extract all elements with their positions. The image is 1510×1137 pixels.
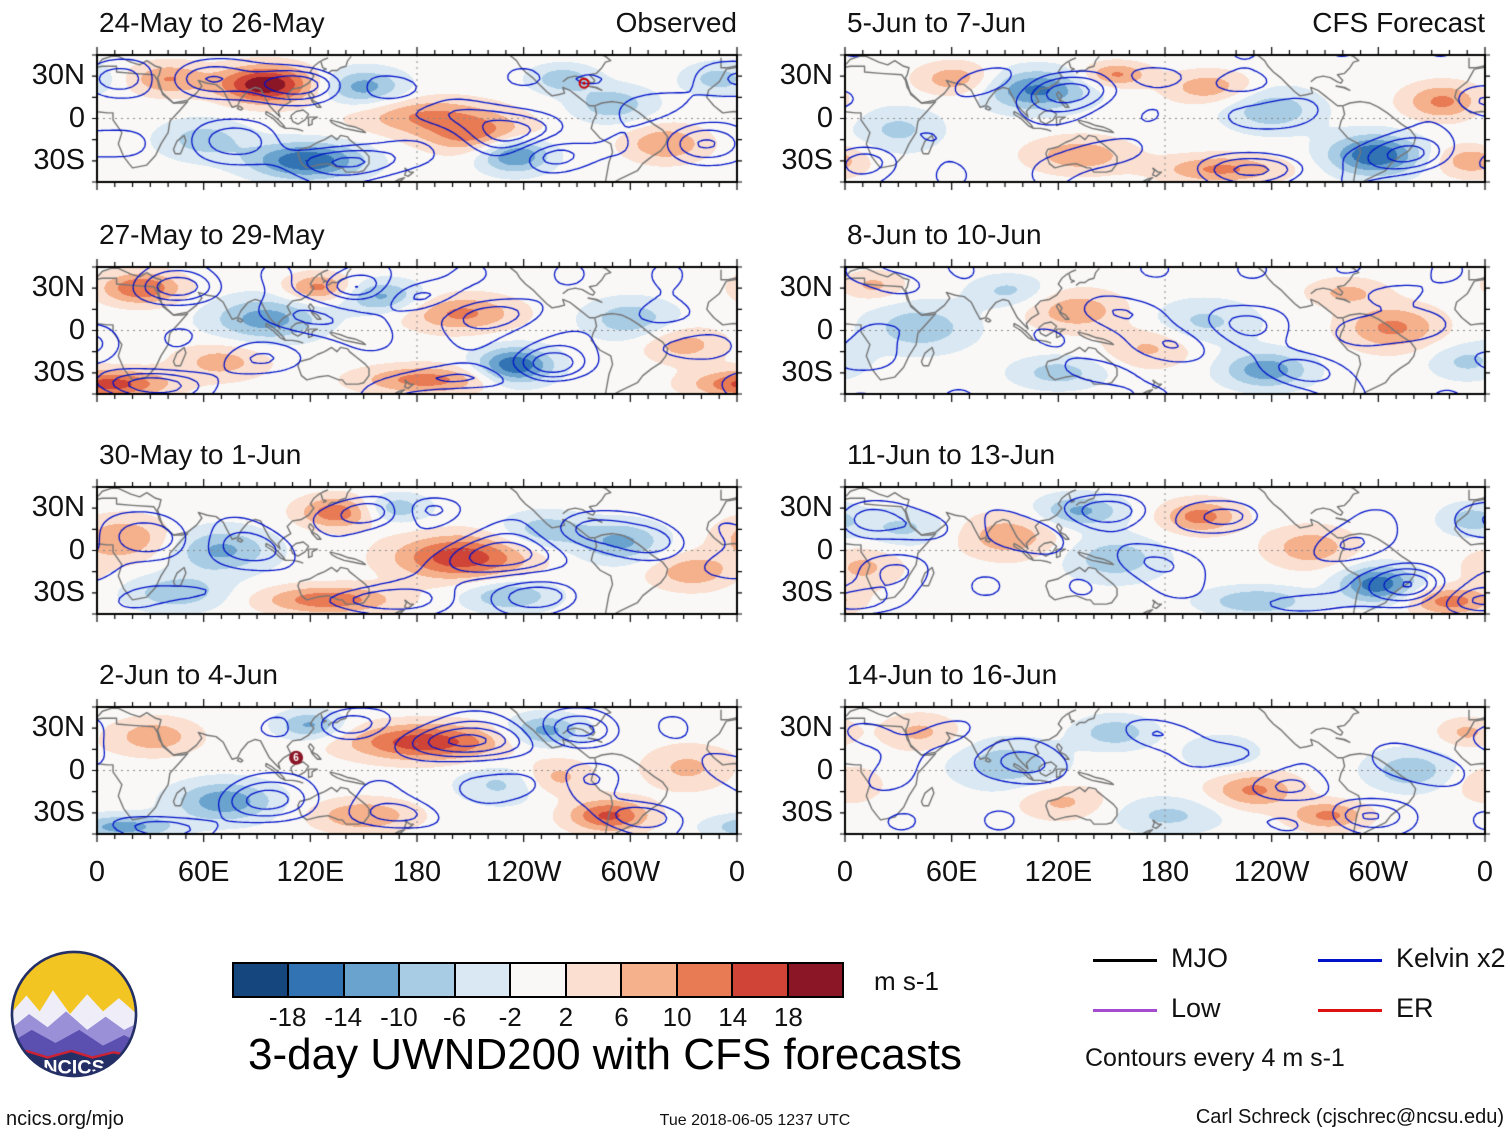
figure-title: 3-day UWND200 with CFS forecasts: [248, 1030, 962, 1079]
map-canvas: [836, 478, 1494, 623]
lon-tick-label: 120E: [1024, 856, 1093, 888]
lat-tick-label: 30N: [31, 59, 85, 92]
legend-label: ER: [1396, 993, 1434, 1023]
lat-tick-label: 30N: [779, 711, 833, 744]
legend-line-kelvin-x2: [1318, 959, 1382, 962]
panel-title: 8-Jun to 10-Jun: [847, 219, 1042, 250]
lat-tick-label: 30S: [781, 575, 833, 608]
footer-timestamp: Tue 2018-06-05 1237 UTC: [659, 1112, 851, 1129]
map-canvas: [88, 478, 746, 623]
legend-line-mjo: [1093, 959, 1157, 962]
lon-tick-label: 60E: [925, 856, 978, 888]
lat-tick-label: 30N: [31, 271, 85, 304]
colorbar-cell: [622, 964, 678, 996]
lat-tick-label: 0: [816, 753, 833, 786]
panel-title: 30-May to 1-Jun: [99, 439, 302, 470]
colorbar-tick-label: -2: [498, 1002, 522, 1032]
colorbar-tick-label: 2: [558, 1002, 574, 1032]
lon-tick-label: 0: [728, 856, 746, 888]
colorbar-cell: [344, 964, 401, 996]
colorbar-tick-label: -10: [380, 1002, 418, 1032]
lat-tick-label: 30S: [781, 355, 833, 388]
colorbar-units: m s-1: [874, 966, 939, 996]
lat-tick-label: 30S: [33, 795, 85, 828]
colorbar-tick-label: 14: [718, 1002, 748, 1032]
colorbar-tick-label: -18: [268, 1002, 307, 1032]
map-canvas: [836, 258, 1494, 403]
lon-tick-label: 120W: [485, 856, 562, 888]
colorbar: [232, 962, 844, 998]
footer-author: Carl Schreck (cjschrec@ncsu.edu): [1195, 1106, 1504, 1128]
colorbar-cell: [455, 964, 512, 996]
lon-tick-label: 60W: [1348, 856, 1409, 888]
lat-tick-label: 0: [68, 101, 85, 134]
footer-url: ncics.org/mjo: [6, 1108, 124, 1130]
lon-tick-label: 180: [1140, 856, 1190, 888]
panel-title: 5-Jun to 7-Jun: [847, 7, 1026, 38]
lon-tick-label: 0: [1476, 856, 1494, 888]
colorbar-cell: [400, 964, 456, 996]
lat-tick-label: 30S: [33, 355, 85, 388]
lat-tick-label: 0: [68, 753, 85, 786]
column-heading: Observed: [615, 7, 737, 38]
colorbar-cell: [511, 964, 567, 996]
lat-tick-label: 0: [816, 313, 833, 346]
lat-tick-label: 30S: [781, 143, 833, 176]
legend-line-er: [1318, 1009, 1382, 1012]
panel-title: 14-Jun to 16-Jun: [847, 659, 1058, 690]
contour-interval-note: Contours every 4 m s-1: [1085, 1044, 1345, 1072]
colorbar-cell: [234, 964, 290, 996]
colorbar-tick-label: -6: [442, 1002, 467, 1032]
lat-tick-label: 0: [68, 313, 85, 346]
panel-title: 2-Jun to 4-Jun: [99, 659, 278, 690]
lat-tick-label: 0: [68, 533, 85, 566]
panel-title: 11-Jun to 13-Jun: [847, 439, 1056, 470]
lon-tick-label: 120E: [276, 856, 345, 888]
lon-tick-label: 60E: [177, 856, 230, 888]
lat-tick-label: 0: [816, 101, 833, 134]
lon-tick-label: 120W: [1233, 856, 1310, 888]
logo-ring: [10, 950, 138, 1078]
colorbar-cell: [566, 964, 623, 996]
lat-tick-label: 30S: [781, 795, 833, 828]
lon-tick-label: 60W: [600, 856, 661, 888]
map-canvas: [88, 698, 746, 843]
legend-line-low: [1093, 1009, 1157, 1012]
colorbar-tick-label: 10: [662, 1002, 692, 1032]
logo-red-line: [11, 1049, 137, 1059]
lat-tick-label: 30N: [779, 271, 833, 304]
legend-label: Kelvin x2: [1396, 943, 1506, 973]
lon-tick-label: 0: [88, 856, 106, 888]
map-canvas: [836, 698, 1494, 843]
lat-tick-label: 30N: [779, 491, 833, 524]
legend-label: Low: [1171, 993, 1221, 1023]
column-heading: CFS Forecast: [1312, 7, 1485, 38]
colorbar-tick-label: 18: [773, 1002, 803, 1032]
lat-tick-label: 30S: [33, 575, 85, 608]
colorbar-tick-label: -14: [324, 1002, 363, 1032]
lat-tick-label: 30N: [31, 491, 85, 524]
colorbar-cell: [289, 964, 345, 996]
panel-title: 24-May to 26-May: [99, 7, 325, 38]
colorbar-cell: [788, 964, 842, 996]
map-canvas: [88, 258, 746, 403]
map-canvas: [836, 46, 1494, 191]
lat-tick-label: 30N: [31, 711, 85, 744]
ncics-logo: NCICS: [10, 950, 138, 1078]
colorbar-cell: [677, 964, 734, 996]
lon-tick-label: 180: [392, 856, 442, 888]
lat-tick-label: 30N: [779, 59, 833, 92]
colorbar-tick-label: 6: [614, 1002, 629, 1032]
legend-label: MJO: [1171, 943, 1228, 973]
logo-text: NCICS: [43, 1056, 105, 1078]
lat-tick-label: 0: [816, 533, 833, 566]
map-canvas: [88, 46, 746, 191]
colorbar-cell: [733, 964, 789, 996]
panel-title: 27-May to 29-May: [99, 219, 325, 250]
lon-tick-label: 0: [836, 856, 854, 888]
lat-tick-label: 30S: [33, 143, 85, 176]
